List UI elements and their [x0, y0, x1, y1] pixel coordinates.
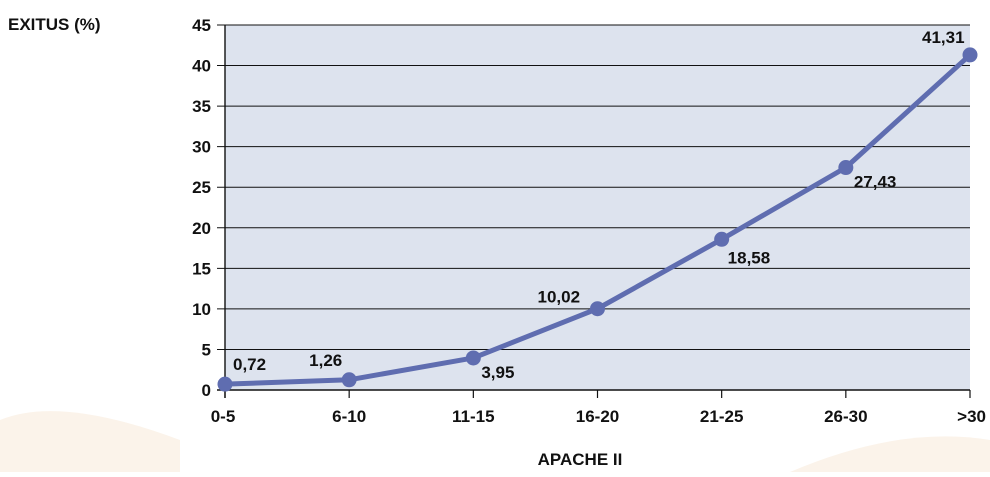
data-point: [714, 231, 730, 247]
y-tick-label: 10: [192, 300, 211, 319]
data-points: [217, 47, 978, 392]
background-decoration: [0, 411, 180, 472]
x-tick-label: 6-10: [332, 407, 366, 426]
y-tick-label: 5: [202, 340, 211, 359]
x-tick-label: 16-20: [576, 407, 619, 426]
y-tick-label: 35: [192, 97, 211, 116]
data-point: [341, 372, 357, 388]
y-tick-label: 25: [192, 178, 211, 197]
data-label: 3,95: [481, 363, 514, 382]
background-decoration-right: [790, 436, 990, 472]
data-label: 1,26: [309, 351, 342, 370]
data-point: [590, 301, 605, 317]
x-tick-label: 21-25: [700, 407, 743, 426]
x-tick-label: 26-30: [824, 407, 867, 426]
data-point: [962, 47, 978, 63]
grid-lines: [217, 24, 970, 398]
y-tick-label: 0: [202, 381, 211, 400]
y-tick-label: 30: [192, 138, 211, 157]
x-tick-label: >30: [957, 407, 986, 426]
x-tick-label: 0-5: [211, 407, 236, 426]
y-axis-title: EXITUS (%): [8, 15, 101, 34]
data-label: 18,58: [728, 248, 771, 267]
y-tick-label: 20: [192, 219, 211, 238]
plot-area: [225, 25, 970, 390]
y-tick-label: 40: [192, 57, 211, 76]
data-label: 27,43: [854, 173, 897, 192]
x-axis-ticks: 0-5 6-10 11-15 16-20 21-25 26-30 >30: [211, 390, 986, 426]
data-label: 10,02: [538, 288, 581, 307]
data-labels: 0,72 1,26 3,95 10,02 18,58 27,43 41,31: [233, 28, 965, 382]
data-point: [465, 350, 481, 366]
y-axis-ticks: 0 5 10 15 20 25 30 35 40 45: [192, 16, 211, 400]
x-axis-title: APACHE II: [538, 450, 623, 469]
data-point: [838, 160, 854, 176]
x-tick-label: 11-15: [452, 407, 495, 426]
data-label: 41,31: [922, 28, 965, 47]
data-point: [217, 376, 233, 392]
y-tick-label: 15: [192, 259, 211, 278]
y-tick-label: 45: [192, 16, 211, 35]
data-label: 0,72: [233, 355, 266, 374]
